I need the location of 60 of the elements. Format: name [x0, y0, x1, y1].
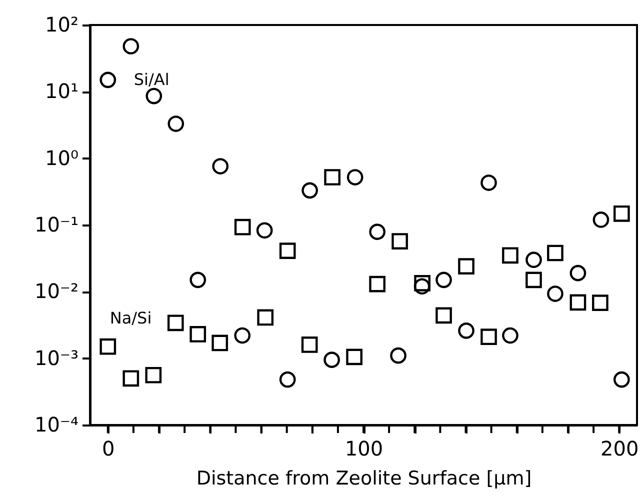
point	[570, 264, 586, 282]
point	[502, 327, 518, 344]
point	[436, 307, 452, 324]
point	[526, 252, 542, 268]
y-tick-label: 10¹	[45, 79, 78, 104]
point	[256, 222, 273, 239]
y-tick-label: 10⁻²	[34, 279, 78, 304]
x-axis-title: Distance from Zeolite Surface [µm]	[196, 468, 532, 490]
point	[613, 371, 630, 388]
point	[480, 174, 497, 191]
point	[279, 371, 296, 388]
point	[392, 233, 408, 250]
point	[212, 158, 229, 174]
point	[234, 218, 251, 236]
point	[302, 182, 318, 199]
point	[526, 272, 542, 288]
point	[369, 224, 386, 240]
point	[212, 334, 228, 352]
x-tick-label: 0	[102, 436, 115, 460]
point	[613, 205, 630, 222]
point	[414, 275, 430, 292]
point	[346, 169, 364, 186]
point	[547, 244, 564, 262]
point	[324, 169, 340, 186]
point	[257, 309, 274, 326]
point	[145, 366, 162, 384]
point	[100, 338, 116, 355]
point	[547, 286, 564, 302]
point	[168, 116, 184, 132]
y-tick-label: 10⁻¹	[34, 212, 78, 236]
point	[234, 327, 251, 344]
x-tick-label: 200	[600, 436, 639, 460]
point	[346, 348, 362, 366]
point	[502, 247, 518, 264]
y-tick-label: 10⁻⁴	[34, 412, 78, 436]
point	[146, 88, 162, 104]
point	[279, 242, 296, 259]
point	[324, 352, 340, 368]
point	[122, 370, 140, 387]
point	[458, 322, 474, 339]
y-tick-label: 10⁰	[45, 146, 78, 170]
series-label: Na/Si	[110, 308, 152, 328]
point	[480, 328, 497, 346]
point	[390, 347, 406, 364]
point	[301, 336, 318, 353]
point	[436, 272, 452, 288]
x-tick-label: 100	[344, 436, 384, 460]
point	[369, 276, 386, 292]
series-label: Si/Al	[134, 70, 170, 89]
point	[458, 258, 474, 274]
point	[167, 314, 184, 332]
point	[100, 72, 116, 88]
point	[570, 294, 586, 311]
y-tick-label: 10⁻³	[34, 346, 78, 370]
point	[122, 38, 140, 54]
point	[190, 272, 206, 288]
y-tick-label: 10²	[45, 12, 78, 36]
point	[592, 294, 608, 312]
point	[592, 212, 610, 228]
point	[190, 326, 206, 342]
